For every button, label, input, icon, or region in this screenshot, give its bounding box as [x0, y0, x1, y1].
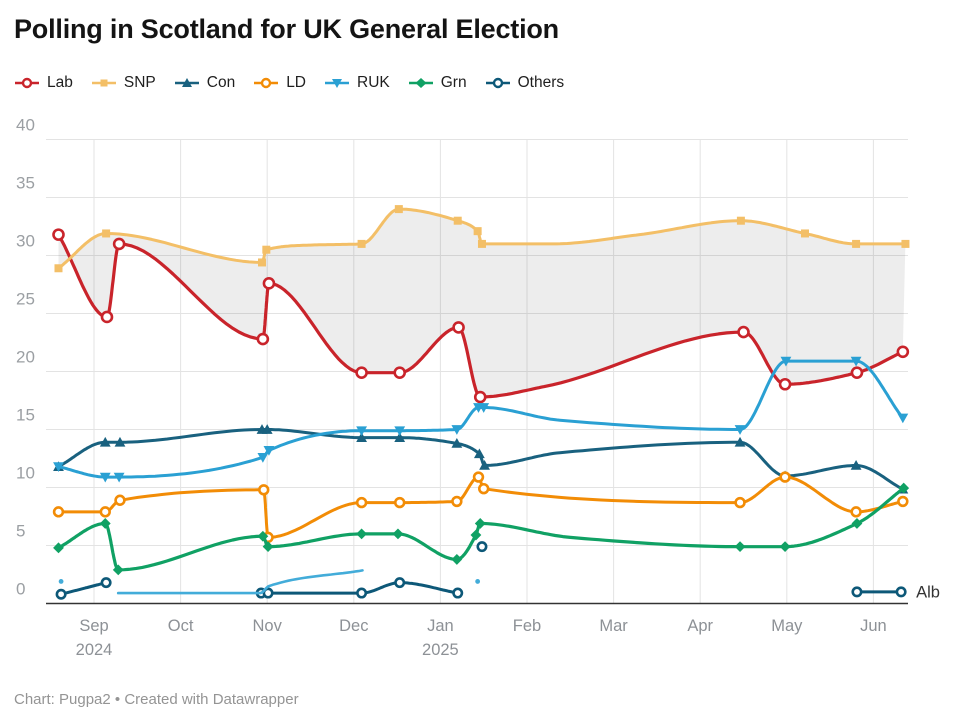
svg-text:2025: 2025 — [422, 641, 459, 659]
svg-text:20: 20 — [16, 348, 35, 367]
legend-label-ld: LD — [286, 74, 307, 91]
svg-text:35: 35 — [16, 174, 35, 193]
svg-text:Jun: Jun — [860, 617, 887, 635]
legend-label-snp: SNP — [123, 74, 156, 91]
svg-text:May: May — [771, 617, 803, 635]
area-between-snp-lab — [58, 209, 906, 397]
legend-marker-lab-icon — [15, 77, 39, 89]
svg-text:Oct: Oct — [168, 617, 194, 635]
svg-text:0: 0 — [16, 580, 25, 599]
legend-item-grn: Grn — [408, 74, 467, 92]
gridlines — [46, 139, 908, 604]
svg-text:40: 40 — [16, 116, 35, 135]
chart-footer: Chart: Pugpa2 • Created with Datawrapper — [14, 691, 299, 708]
legend-label-others: Others — [517, 74, 565, 91]
series-grn — [53, 482, 910, 576]
svg-text:5: 5 — [16, 522, 25, 541]
legend-marker-snp-icon — [91, 79, 116, 87]
legend-marker-ld-icon — [254, 77, 279, 89]
legend-label-con: Con — [206, 74, 236, 91]
legend-item-con: Con — [174, 74, 235, 92]
legend-item-ld: LD — [253, 74, 306, 92]
chart-title: Polling in Scotland for UK General Elect… — [14, 14, 559, 44]
svg-text:Apr: Apr — [687, 617, 713, 635]
series-ruk — [53, 356, 909, 483]
legend-marker-grn-icon — [408, 78, 433, 88]
legend: Lab SNP Con LD RUK Grn Others — [14, 74, 564, 92]
svg-text:10: 10 — [16, 464, 35, 483]
series-lab — [52, 228, 910, 404]
svg-text:2024: 2024 — [76, 641, 113, 659]
legend-label-ruk: RUK — [357, 74, 390, 91]
direct-label-alb: Alb — [916, 583, 940, 601]
x-axis-labels: Sep Oct Nov Dec Jan Feb Mar Apr May Jun 2024 2025 — [76, 617, 887, 659]
svg-text:Sep: Sep — [79, 617, 108, 635]
legend-item-others: Others — [485, 74, 565, 92]
svg-text:Feb: Feb — [513, 617, 541, 635]
svg-text:25: 25 — [16, 290, 35, 309]
svg-text:Nov: Nov — [253, 617, 283, 635]
legend-label-lab: Lab — [47, 74, 73, 91]
legend-item-ruk: RUK — [324, 74, 390, 92]
series-ld — [52, 471, 909, 544]
series-others — [55, 541, 488, 600]
legend-item-snp: SNP — [91, 74, 156, 92]
svg-text:30: 30 — [16, 232, 35, 251]
legend-marker-ruk-icon — [325, 79, 350, 88]
svg-text:Mar: Mar — [599, 617, 628, 635]
series-alba-early — [58, 569, 481, 595]
svg-text:15: 15 — [16, 406, 35, 425]
svg-text:Jan: Jan — [427, 617, 454, 635]
series-snp — [54, 205, 910, 273]
svg-text:Dec: Dec — [339, 617, 368, 635]
series-alb — [851, 586, 907, 598]
legend-marker-others-icon — [485, 77, 510, 89]
legend-item-lab: Lab — [14, 74, 73, 92]
y-axis-labels: 0 5 10 15 20 25 30 35 40 — [16, 116, 35, 599]
legend-label-grn: Grn — [440, 74, 467, 91]
legend-marker-con-icon — [174, 78, 199, 87]
